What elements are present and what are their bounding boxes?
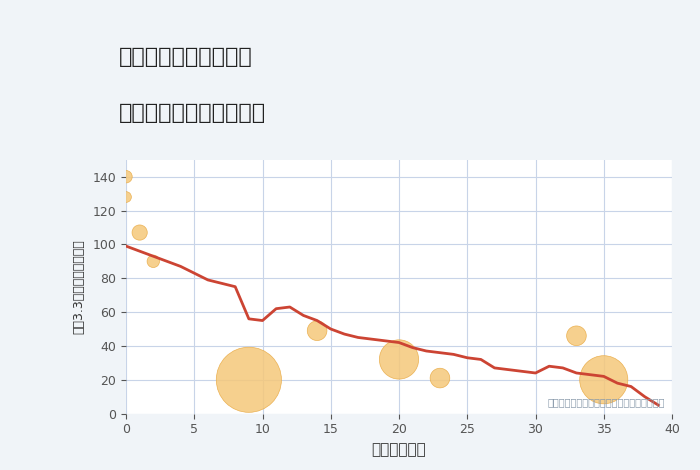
X-axis label: 築年数（年）: 築年数（年） [372, 442, 426, 457]
Text: 円の大きさは、取引のあった物件面積を示す: 円の大きさは、取引のあった物件面積を示す [547, 397, 665, 407]
Point [148, 258, 159, 265]
Text: 築年数別中古戸建て価格: 築年数別中古戸建て価格 [119, 103, 266, 124]
Point [571, 332, 582, 339]
Point [120, 173, 132, 180]
Point [120, 193, 132, 201]
Point [244, 376, 255, 384]
Point [434, 374, 445, 382]
Point [393, 356, 405, 363]
Point [598, 376, 609, 384]
Y-axis label: 坪（3.3㎡）単価（万円）: 坪（3.3㎡）単価（万円） [73, 239, 85, 334]
Point [312, 327, 323, 335]
Point [134, 229, 146, 236]
Text: 愛知県安城市根崎町の: 愛知県安城市根崎町の [119, 47, 253, 67]
